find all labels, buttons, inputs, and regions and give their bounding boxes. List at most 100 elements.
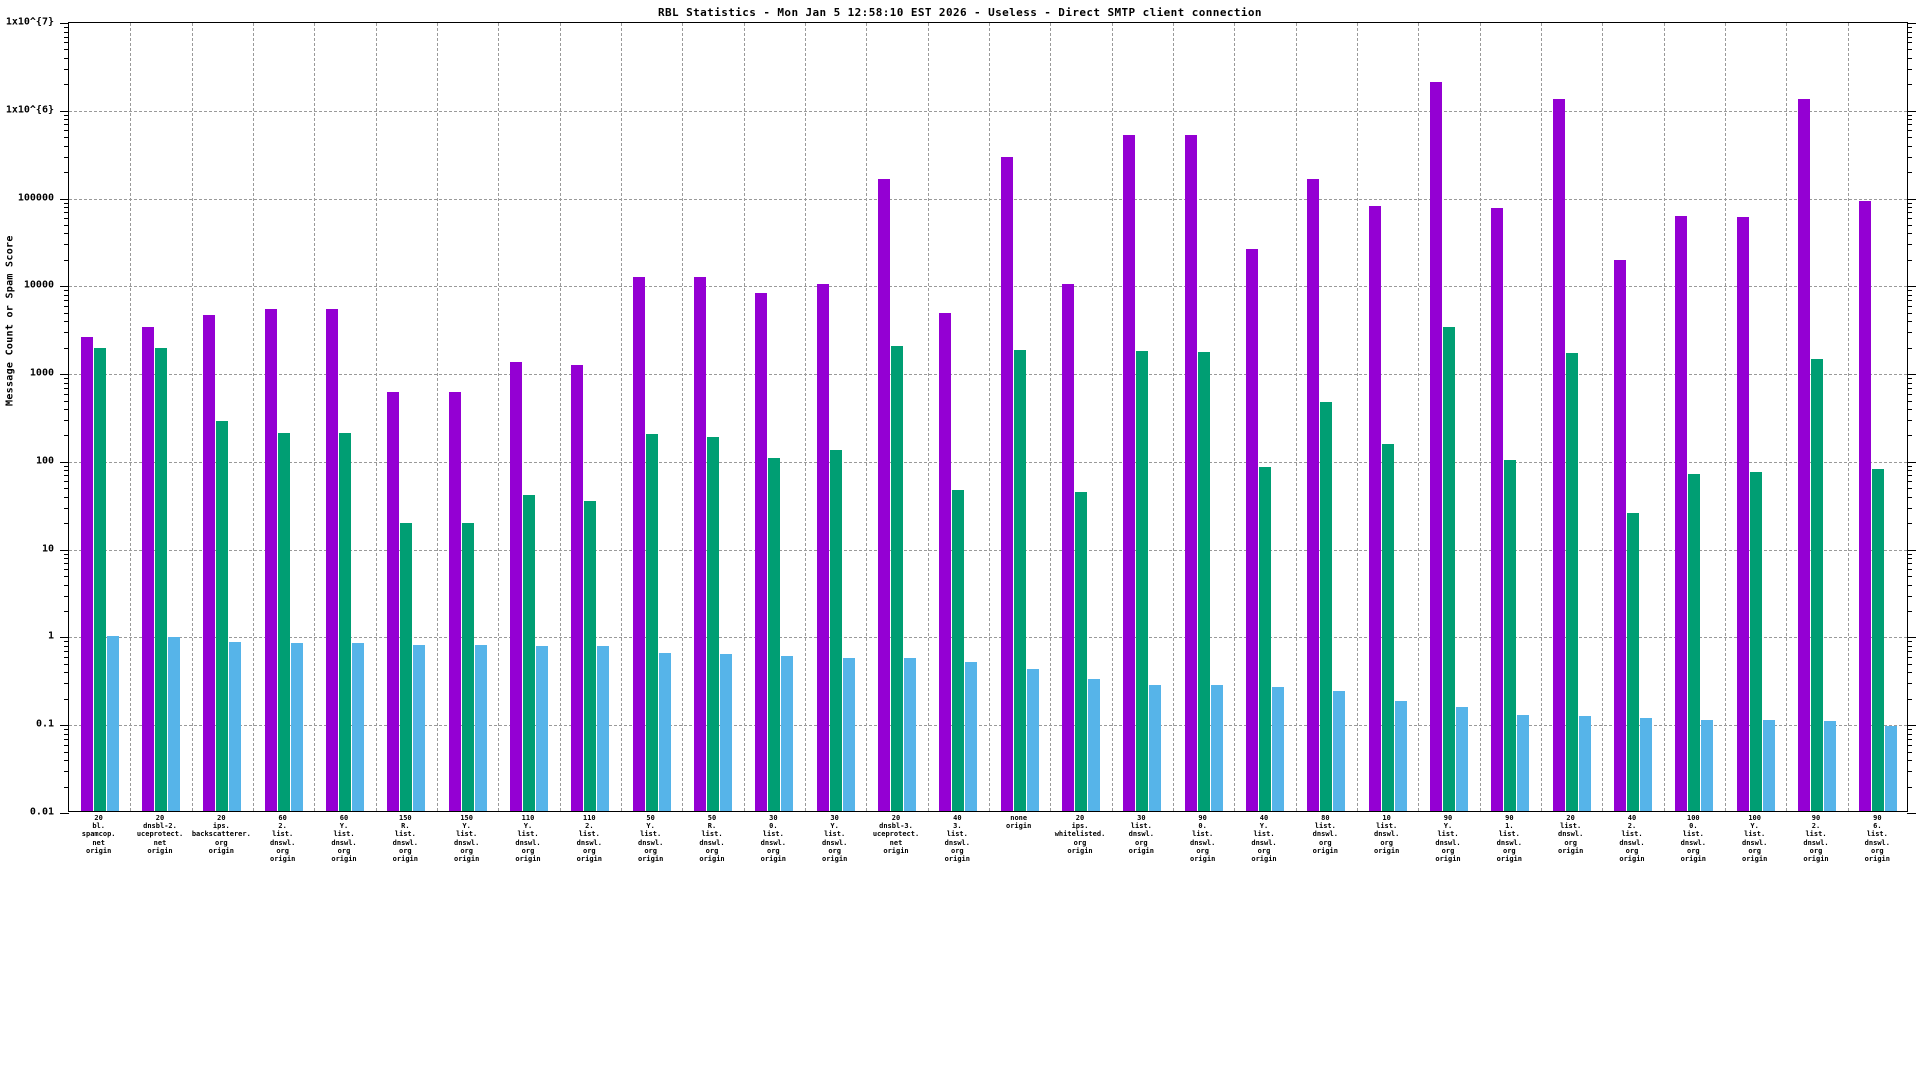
bar-not-spam[interactable] (816, 284, 829, 811)
bar-group[interactable] (1368, 23, 1407, 811)
bar-not-spam[interactable] (1123, 135, 1136, 811)
bar-spam[interactable] (1443, 326, 1455, 811)
bar-spam[interactable] (1320, 401, 1333, 811)
bar-group[interactable] (387, 23, 426, 811)
bar-score[interactable] (1394, 700, 1407, 811)
bar-not-spam[interactable] (1491, 207, 1504, 811)
bar-group[interactable] (1246, 23, 1284, 811)
bar-score[interactable] (1333, 691, 1346, 811)
bar-group[interactable] (1000, 23, 1039, 811)
bar-spam[interactable] (1136, 350, 1149, 811)
bar-group[interactable] (326, 23, 364, 811)
bar-not-spam[interactable] (387, 391, 400, 811)
bar-not-spam[interactable] (510, 362, 522, 811)
bar-spam[interactable] (1811, 359, 1823, 811)
bar-spam[interactable] (891, 345, 903, 811)
bar-spam[interactable] (400, 523, 413, 811)
bar-spam[interactable] (584, 501, 597, 811)
bar-score[interactable] (536, 645, 548, 811)
bar-group[interactable] (1859, 23, 1898, 811)
bar-not-spam[interactable] (1000, 157, 1013, 811)
bar-not-spam[interactable] (448, 391, 461, 811)
bar-score[interactable] (1762, 719, 1775, 811)
bar-spam[interactable] (1565, 353, 1578, 811)
bar-score[interactable] (1210, 685, 1223, 811)
bar-not-spam[interactable] (1062, 284, 1074, 811)
bar-score[interactable] (965, 661, 978, 811)
bar-score[interactable] (1640, 717, 1652, 811)
bar-score[interactable] (413, 644, 426, 811)
bar-spam[interactable] (1504, 459, 1517, 811)
bar-group[interactable] (694, 23, 732, 811)
bar-group[interactable] (1798, 23, 1836, 811)
bar-group[interactable] (1307, 23, 1346, 811)
bar-score[interactable] (1026, 669, 1039, 811)
bar-group[interactable] (142, 23, 180, 811)
bar-group[interactable] (878, 23, 916, 811)
bar-group[interactable] (1491, 23, 1530, 811)
bar-spam[interactable] (216, 420, 229, 811)
bar-not-spam[interactable] (571, 365, 584, 811)
bar-not-spam[interactable] (939, 313, 952, 811)
bar-spam[interactable] (1197, 351, 1210, 811)
bar-score[interactable] (168, 637, 180, 811)
bar-group[interactable] (1062, 23, 1100, 811)
bar-group[interactable] (632, 23, 671, 811)
bar-spam[interactable] (952, 489, 965, 811)
bar-spam[interactable] (829, 449, 842, 811)
bar-group[interactable] (816, 23, 855, 811)
bar-not-spam[interactable] (694, 277, 706, 811)
bar-not-spam[interactable] (1798, 98, 1810, 811)
bar-not-spam[interactable] (326, 309, 338, 811)
bar-not-spam[interactable] (632, 277, 645, 811)
bar-score[interactable] (290, 643, 303, 811)
bar-not-spam[interactable] (878, 178, 890, 811)
bar-spam[interactable] (277, 433, 290, 811)
bar-spam[interactable] (1259, 467, 1271, 811)
bar-not-spam[interactable] (1675, 216, 1688, 811)
bar-spam[interactable] (645, 434, 658, 811)
bar-group[interactable] (1123, 23, 1162, 811)
bar-not-spam[interactable] (264, 309, 277, 811)
bar-score[interactable] (658, 653, 671, 811)
bar-score[interactable] (1272, 686, 1284, 811)
bar-group[interactable] (571, 23, 610, 811)
bar-score[interactable] (474, 645, 487, 811)
bar-score[interactable] (1517, 714, 1530, 811)
bar-spam[interactable] (155, 347, 167, 811)
bar-score[interactable] (1088, 678, 1100, 811)
bar-score[interactable] (842, 657, 855, 811)
bar-group[interactable] (1614, 23, 1652, 811)
bar-spam[interactable] (1749, 472, 1762, 811)
bar-not-spam[interactable] (1430, 82, 1442, 811)
bar-spam[interactable] (339, 433, 351, 811)
bar-score[interactable] (1578, 716, 1591, 811)
bar-score[interactable] (904, 658, 916, 811)
bar-spam[interactable] (93, 347, 106, 811)
bar-spam[interactable] (1075, 492, 1087, 811)
bar-not-spam[interactable] (1184, 135, 1197, 811)
bar-spam[interactable] (707, 437, 719, 811)
bar-score[interactable] (781, 656, 794, 811)
bar-group[interactable] (203, 23, 242, 811)
bar-score[interactable] (229, 641, 242, 811)
bar-spam[interactable] (768, 458, 781, 811)
bar-not-spam[interactable] (203, 314, 216, 811)
bar-group[interactable] (1184, 23, 1223, 811)
bar-not-spam[interactable] (1736, 217, 1749, 811)
bar-group[interactable] (448, 23, 487, 811)
bar-spam[interactable] (523, 494, 535, 811)
bar-spam[interactable] (461, 523, 474, 811)
bar-spam[interactable] (1381, 444, 1394, 811)
bar-group[interactable] (80, 23, 119, 811)
bar-score[interactable] (1824, 721, 1836, 811)
bar-not-spam[interactable] (1552, 98, 1565, 811)
bar-spam[interactable] (1627, 512, 1639, 811)
bar-score[interactable] (597, 645, 610, 811)
bar-score[interactable] (1701, 719, 1714, 811)
bar-score[interactable] (106, 636, 119, 811)
bar-group[interactable] (1430, 23, 1468, 811)
bar-score[interactable] (1885, 726, 1898, 811)
bar-not-spam[interactable] (1368, 206, 1381, 811)
bar-not-spam[interactable] (1614, 259, 1626, 811)
